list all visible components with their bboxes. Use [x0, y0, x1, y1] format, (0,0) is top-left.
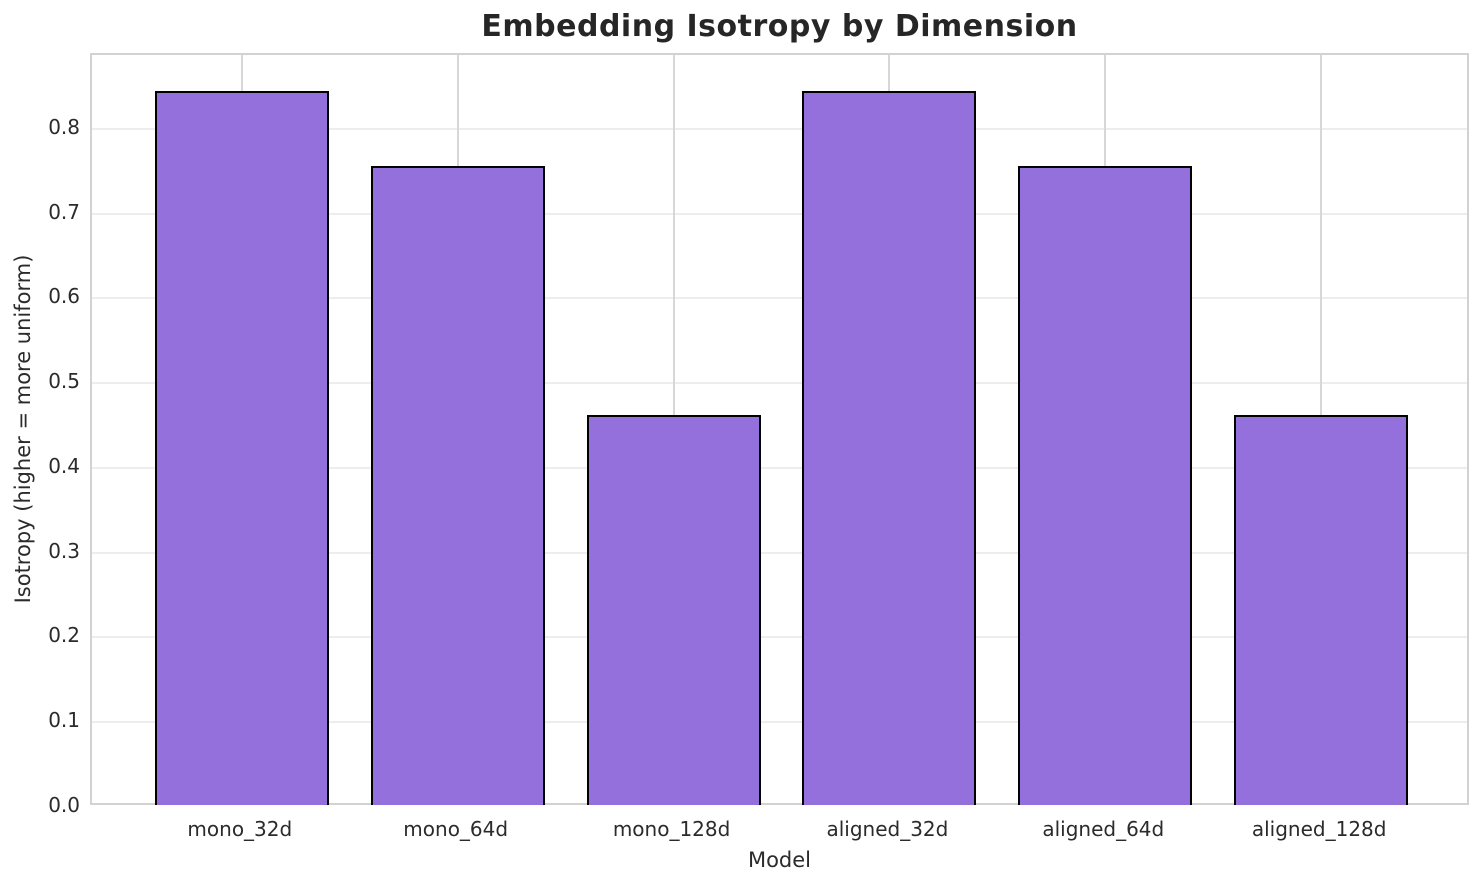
y-tick-label: 0.3 [48, 538, 80, 563]
x-tick-label-mono_32d: mono_32d [187, 817, 293, 841]
y-tick-label: 0.4 [48, 453, 80, 478]
gridline-horizontal [92, 636, 1467, 639]
y-axis-label: Isotropy (higher = more uniform) [11, 254, 35, 604]
bar-mono_128d [586, 415, 761, 805]
chart-title: Embedding Isotropy by Dimension [481, 9, 1078, 44]
x-tick-label-aligned_64d: aligned_64d [1042, 817, 1165, 841]
bar-aligned_128d [1234, 415, 1409, 805]
x-axis-label: Model [747, 848, 812, 872]
bar-mono_64d [370, 166, 545, 805]
y-tick-label: 0.1 [48, 708, 80, 733]
gridline-horizontal [92, 382, 1467, 385]
gridline-horizontal [92, 212, 1467, 215]
gridline-horizontal [92, 297, 1467, 300]
gridline-horizontal [92, 466, 1467, 469]
bar-mono_32d [154, 90, 329, 805]
gridline-horizontal [92, 127, 1467, 130]
y-tick-label: 0.6 [48, 284, 80, 309]
y-tick-label: 0.7 [48, 199, 80, 224]
gridline-horizontal [92, 551, 1467, 554]
y-tick-label: 0.5 [48, 369, 80, 394]
y-tick-label: 0.8 [48, 114, 80, 139]
plot-area [90, 53, 1469, 805]
x-tick-label-mono_128d: mono_128d [612, 817, 731, 841]
x-tick-label-mono_64d: mono_64d [403, 817, 509, 841]
y-tick-label: 0.2 [48, 623, 80, 648]
gridline-horizontal [92, 721, 1467, 724]
x-tick-label-aligned_128d: aligned_128d [1251, 817, 1387, 841]
y-tick-label: 0.0 [48, 793, 80, 817]
bar-aligned_32d [802, 90, 977, 805]
bar-aligned_64d [1018, 166, 1193, 805]
x-tick-label-aligned_32d: aligned_32d [826, 817, 949, 841]
